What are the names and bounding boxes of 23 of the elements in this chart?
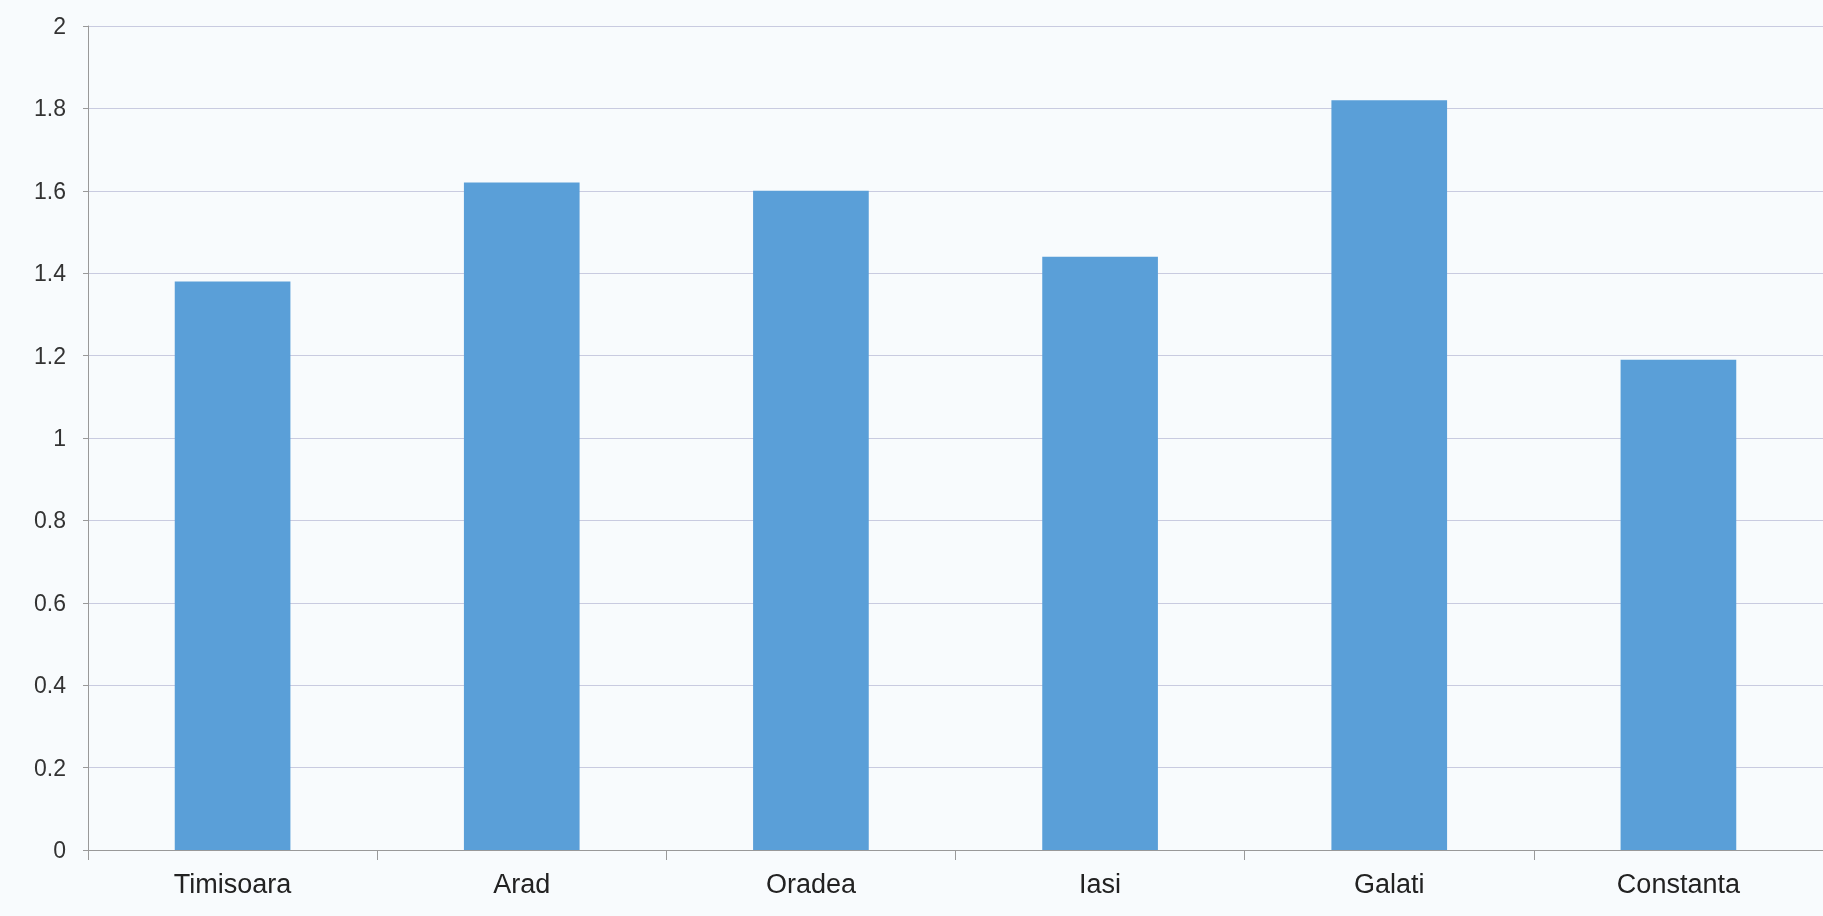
- y-tick-label: 0.8: [34, 507, 66, 534]
- x-tick-label: Oradea: [765, 868, 857, 899]
- x-tick-label: Constanta: [1616, 868, 1741, 899]
- x-tick-label: Galati: [1353, 868, 1425, 899]
- y-tick-label: 0.6: [34, 589, 66, 616]
- y-tick-label: 0: [53, 837, 66, 863]
- bar: [463, 182, 580, 850]
- y-tick-label: 1.8: [34, 95, 66, 122]
- x-tick-label: Iasi: [1079, 868, 1122, 899]
- y-tick-label: 2: [53, 13, 66, 39]
- y-tick-label: 0.4: [34, 672, 67, 699]
- y-tick-label: 1.2: [34, 342, 66, 369]
- x-tick-label: Timisoara: [173, 868, 293, 899]
- bar: [753, 190, 869, 850]
- y-tick-label: 0.2: [34, 754, 66, 781]
- y-tick-label: 1.6: [34, 177, 66, 204]
- y-tick-label: 1: [53, 425, 66, 451]
- y-tick-label: 1.4: [34, 260, 67, 287]
- bar: [1331, 100, 1448, 850]
- bar: [1620, 359, 1737, 850]
- bar: [1042, 256, 1158, 850]
- x-tick-label: Arad: [493, 868, 551, 899]
- bar: [174, 281, 291, 850]
